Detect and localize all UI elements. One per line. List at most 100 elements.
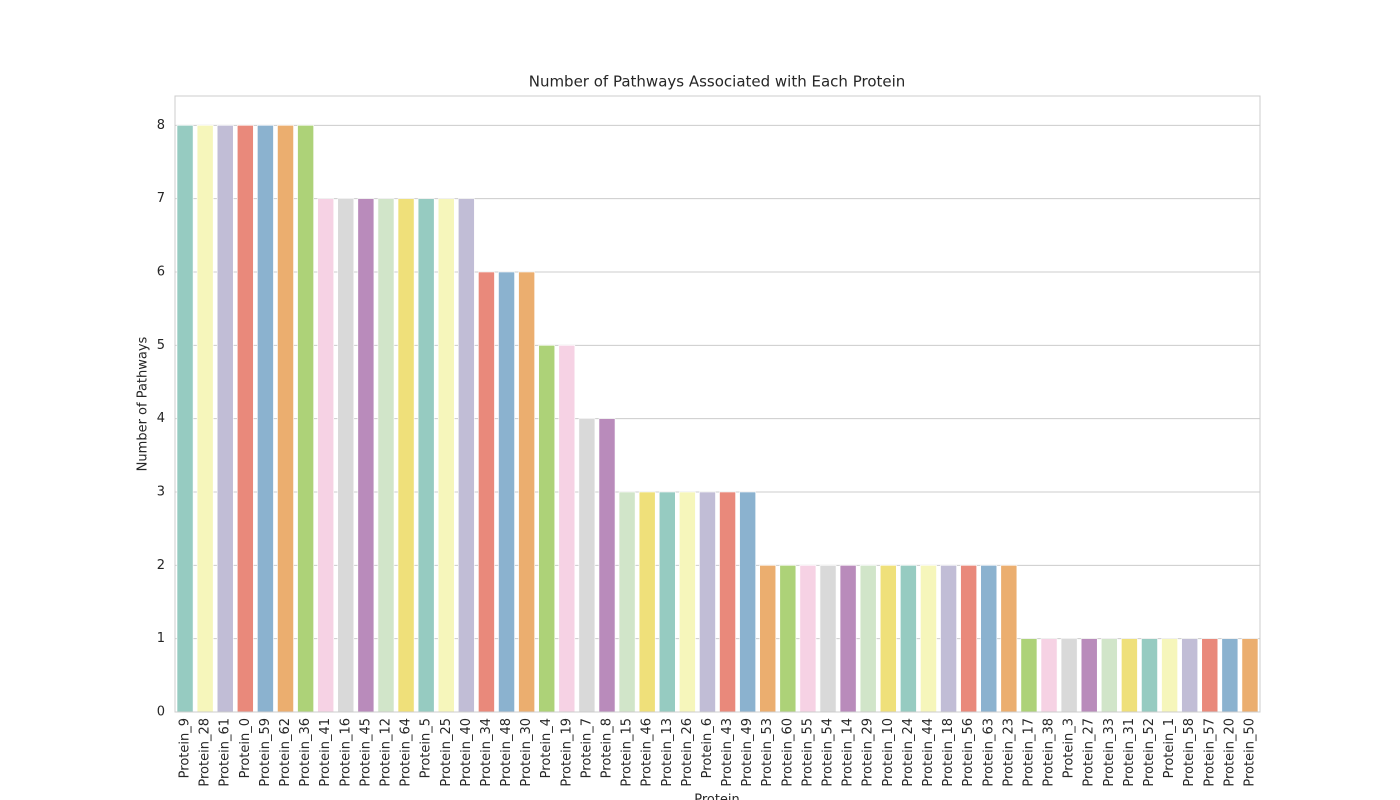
- bar: [940, 565, 957, 713]
- x-tick-label: Protein_40: [459, 718, 474, 787]
- x-tick-label: Protein_55: [800, 718, 815, 787]
- bar: [357, 198, 375, 713]
- bar: [297, 125, 314, 713]
- bar: [920, 565, 937, 713]
- x-tick-label: Protein_9: [178, 718, 193, 778]
- bar: [1181, 638, 1199, 713]
- x-tick-label: Protein_57: [1202, 718, 1217, 787]
- bar: [317, 198, 335, 713]
- x-tick-label: Protein_52: [1142, 718, 1157, 787]
- bar: [638, 491, 656, 713]
- x-tick-label: Protein_46: [640, 718, 655, 787]
- bar: [337, 198, 355, 713]
- bar: [196, 125, 214, 713]
- bar: [257, 125, 274, 713]
- y-tick-label: 2: [157, 558, 165, 573]
- bar: [1201, 638, 1219, 713]
- x-tick-label: Protein_28: [198, 718, 213, 787]
- x-tick-label: Protein_36: [298, 718, 313, 787]
- x-tick-label: Protein_50: [1242, 718, 1257, 787]
- x-tick-label: Protein_33: [1102, 718, 1117, 787]
- bar: [900, 565, 917, 713]
- x-tick-label: Protein_12: [378, 718, 393, 787]
- bar: [277, 125, 294, 713]
- x-tick-label: Protein_23: [1001, 718, 1016, 787]
- bar: [819, 565, 837, 713]
- x-axis-label: Protein: [694, 793, 740, 800]
- bar: [216, 125, 234, 713]
- bar: [417, 198, 435, 713]
- bar: [779, 565, 797, 713]
- bar: [658, 491, 676, 713]
- x-tick-label: Protein_38: [1042, 718, 1057, 787]
- bar: [719, 491, 736, 713]
- x-tick-label: Protein_27: [1082, 718, 1097, 787]
- bar: [1000, 565, 1018, 713]
- x-tick-label: Protein_7: [579, 718, 594, 778]
- chart-title: Number of Pathways Associated with Each …: [529, 73, 906, 91]
- x-tick-label: Protein_19: [559, 718, 574, 787]
- y-tick-label: 1: [157, 631, 165, 646]
- x-tick-label: Protein_4: [539, 718, 554, 778]
- x-tick-label: Protein_29: [861, 718, 876, 787]
- x-tick-label: Protein_43: [720, 718, 735, 787]
- bar: [397, 198, 415, 713]
- y-tick-label: 6: [157, 265, 165, 280]
- bar: [518, 271, 535, 713]
- y-tick-label: 8: [157, 118, 165, 133]
- plot-frame: [174, 95, 1261, 713]
- x-tick-label: Protein_61: [218, 718, 233, 787]
- bar: [1241, 638, 1259, 713]
- bar: [960, 565, 977, 713]
- bar: [458, 198, 475, 713]
- x-tick-label: Protein_10: [881, 718, 896, 787]
- y-axis-label: Number of Pathways: [136, 336, 151, 471]
- x-tick-label: Protein_49: [740, 718, 755, 787]
- bar: [699, 491, 716, 713]
- y-tick-label: 0: [157, 705, 165, 720]
- bar: [478, 271, 495, 713]
- bar: [859, 565, 877, 713]
- bar: [236, 125, 254, 713]
- x-tick-label: Protein_18: [941, 718, 956, 787]
- x-tick-label: Protein_25: [439, 718, 454, 787]
- x-tick-label: Protein_5: [419, 718, 434, 778]
- bar: [799, 565, 817, 713]
- x-tick-label: Protein_63: [981, 718, 996, 787]
- x-tick-label: Protein_62: [278, 718, 293, 787]
- bar: [1161, 638, 1178, 713]
- y-tick-label: 3: [157, 485, 165, 500]
- x-tick-label: Protein_64: [399, 718, 414, 787]
- y-tick-label: 5: [157, 338, 165, 353]
- bar: [879, 565, 897, 713]
- bar: [1221, 638, 1239, 713]
- bar: [1080, 638, 1098, 713]
- y-tick-label: 4: [157, 411, 165, 426]
- x-tick-label: Protein_41: [318, 718, 333, 787]
- bar: [377, 198, 395, 713]
- x-tick-label: Protein_14: [841, 718, 856, 787]
- bar: [618, 491, 636, 713]
- bar: [578, 418, 596, 713]
- bar: [1020, 638, 1038, 713]
- bar: [1060, 638, 1078, 713]
- bar: [759, 565, 777, 713]
- bar: [1040, 638, 1058, 713]
- bar: [980, 565, 998, 713]
- x-tick-label: Protein_56: [961, 718, 976, 787]
- x-tick-label: Protein_34: [479, 718, 494, 787]
- x-tick-label: Protein_24: [901, 718, 916, 787]
- bar: [558, 345, 576, 713]
- x-tick-label: Protein_54: [821, 718, 836, 787]
- x-tick-label: Protein_59: [258, 718, 273, 787]
- x-tick-label: Protein_3: [1062, 718, 1077, 778]
- x-tick-label: Protein_31: [1122, 718, 1137, 787]
- bar: [1100, 638, 1118, 713]
- x-tick-label: Protein_16: [338, 718, 353, 787]
- x-tick-label: Protein_45: [358, 718, 373, 787]
- bar: [176, 125, 194, 713]
- x-tick-label: Protein_48: [499, 718, 514, 787]
- bar: [598, 418, 616, 713]
